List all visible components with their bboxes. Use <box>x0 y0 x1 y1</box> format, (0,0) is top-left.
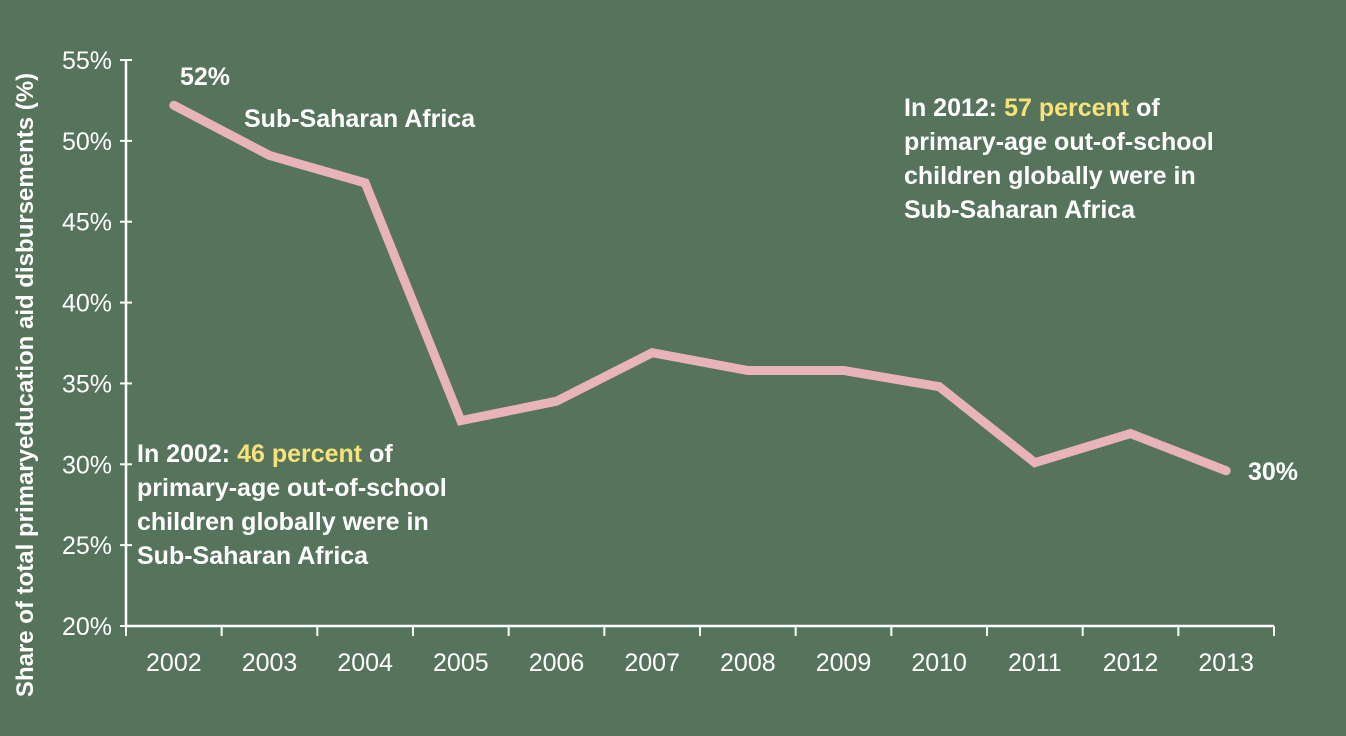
y-axis-label: Share of total primaryeducation aid disb… <box>12 73 39 697</box>
x-tick-label: 2010 <box>911 649 967 677</box>
x-tick-label: 2012 <box>1103 649 1159 677</box>
y-tick-label: 50% <box>62 128 112 156</box>
annotation-2012-prefix: In 2012: <box>904 94 1005 122</box>
x-tick-label: 2006 <box>529 649 585 677</box>
x-tick-label: 2007 <box>624 649 680 677</box>
y-tick-label: 30% <box>62 451 112 479</box>
annotation-2002-suffix: of <box>362 440 393 468</box>
y-tick-label: 20% <box>62 613 112 641</box>
data-label-end: 30% <box>1248 458 1299 486</box>
annotation-2002-highlight: 46 percent <box>237 440 363 468</box>
x-tick-label: 2011 <box>1008 649 1062 677</box>
x-tick-label: 2008 <box>720 649 776 677</box>
y-tick-label: 40% <box>62 290 112 318</box>
y-tick-label: 25% <box>62 532 112 560</box>
x-tick-label: 2013 <box>1198 649 1254 677</box>
series-label: Sub-Saharan Africa <box>244 105 476 133</box>
annotation-2012-suffix: of <box>1129 94 1160 122</box>
data-label-start: 52% <box>180 63 231 91</box>
y-tick-label: 35% <box>62 370 112 398</box>
annotation-2012-line: primary-age out-of-school <box>904 128 1214 156</box>
x-tick-label: 2005 <box>433 649 489 677</box>
annotation-2002-line: primary-age out-of-school <box>137 474 447 502</box>
x-tick-label: 2009 <box>816 649 872 677</box>
annotation-2012-line: Sub-Saharan Africa <box>904 196 1136 224</box>
annotation-2012-highlight: 57 percent <box>1004 94 1130 122</box>
x-tick-label: 2003 <box>242 649 298 677</box>
annotation-2002-line: Sub-Saharan Africa <box>137 542 369 570</box>
y-tick-label: 55% <box>62 47 112 75</box>
y-tick-label: 45% <box>62 209 112 237</box>
annotation-2002-prefix: In 2002: <box>137 440 238 468</box>
x-tick-label: 2002 <box>146 649 202 677</box>
annotation-2002-line: children globally were in <box>137 508 429 536</box>
annotation-2012: In 2012: 57 percent of primary-age out-o… <box>904 91 1214 227</box>
series-line <box>169 100 1231 476</box>
annotation-2002: In 2002: 46 percent of primary-age out-o… <box>137 437 447 573</box>
annotation-2012-line: children globally were in <box>904 162 1196 190</box>
x-tick-label: 2004 <box>337 649 393 677</box>
